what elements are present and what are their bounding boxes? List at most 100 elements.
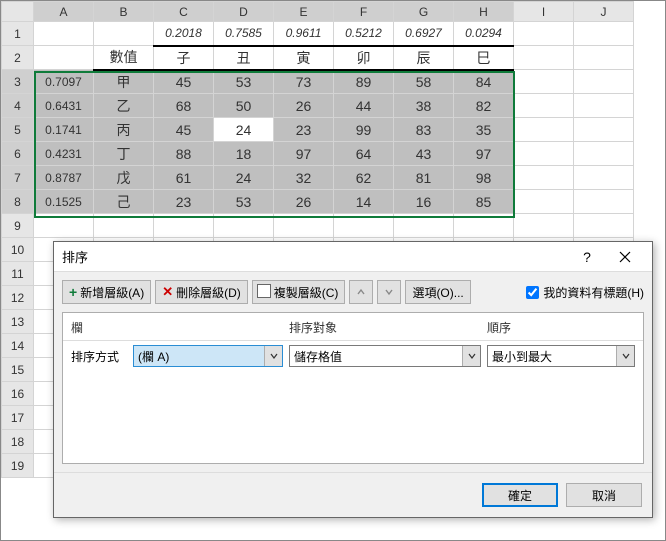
cell[interactable]: 23 bbox=[154, 190, 214, 214]
cell[interactable]: 24 bbox=[214, 118, 274, 142]
remove-level-button[interactable]: ✕刪除層級(D) bbox=[155, 280, 248, 304]
col-header[interactable]: G bbox=[394, 2, 454, 22]
cell[interactable] bbox=[34, 214, 94, 238]
cell[interactable] bbox=[514, 46, 574, 70]
cancel-button[interactable]: 取消 bbox=[566, 483, 642, 507]
row-header[interactable]: 1 bbox=[2, 22, 34, 46]
has-headers-checkbox[interactable]: 我的資料有標題(H) bbox=[526, 284, 644, 301]
cell[interactable] bbox=[94, 22, 154, 46]
cell[interactable] bbox=[154, 214, 214, 238]
cell[interactable]: 83 bbox=[394, 118, 454, 142]
col-header[interactable]: I bbox=[514, 2, 574, 22]
cell[interactable] bbox=[94, 214, 154, 238]
cell[interactable]: 丙 bbox=[94, 118, 154, 142]
add-level-button[interactable]: +新增層級(A) bbox=[62, 280, 151, 304]
cell[interactable]: 88 bbox=[154, 142, 214, 166]
cell[interactable]: 0.0294 bbox=[454, 22, 514, 46]
cell[interactable]: 0.2018 bbox=[154, 22, 214, 46]
col-header[interactable]: E bbox=[274, 2, 334, 22]
cell[interactable] bbox=[514, 166, 574, 190]
cell[interactable] bbox=[574, 190, 634, 214]
cell[interactable]: 89 bbox=[334, 70, 394, 94]
cell[interactable]: 數值 bbox=[94, 46, 154, 70]
cell[interactable]: 0.1525 bbox=[34, 190, 94, 214]
row-header[interactable]: 7 bbox=[2, 166, 34, 190]
cell[interactable]: 53 bbox=[214, 190, 274, 214]
cell[interactable] bbox=[34, 46, 94, 70]
cell[interactable]: 45 bbox=[154, 118, 214, 142]
cell[interactable]: 53 bbox=[214, 70, 274, 94]
row-header[interactable]: 6 bbox=[2, 142, 34, 166]
cell[interactable]: 卯 bbox=[334, 46, 394, 70]
row-header[interactable]: 18 bbox=[2, 430, 34, 454]
cell[interactable]: 巳 bbox=[454, 46, 514, 70]
row-header[interactable]: 11 bbox=[2, 262, 34, 286]
cell[interactable]: 0.8787 bbox=[34, 166, 94, 190]
cell[interactable]: 62 bbox=[334, 166, 394, 190]
cell[interactable]: 18 bbox=[214, 142, 274, 166]
cell[interactable]: 24 bbox=[214, 166, 274, 190]
cell[interactable]: 14 bbox=[334, 190, 394, 214]
cell[interactable]: 丁 bbox=[94, 142, 154, 166]
cell[interactable] bbox=[514, 94, 574, 118]
cell[interactable] bbox=[574, 166, 634, 190]
cell[interactable] bbox=[574, 94, 634, 118]
cell[interactable]: 58 bbox=[394, 70, 454, 94]
cell[interactable]: 81 bbox=[394, 166, 454, 190]
row-header[interactable]: 19 bbox=[2, 454, 34, 478]
cell[interactable]: 50 bbox=[214, 94, 274, 118]
cell[interactable]: 丑 bbox=[214, 46, 274, 70]
cell[interactable]: 0.1741 bbox=[34, 118, 94, 142]
cell[interactable]: 甲 bbox=[94, 70, 154, 94]
cell[interactable]: 85 bbox=[454, 190, 514, 214]
cell[interactable]: 子 bbox=[154, 46, 214, 70]
col-header[interactable]: J bbox=[574, 2, 634, 22]
move-up-button[interactable] bbox=[349, 280, 373, 304]
cell[interactable]: 乙 bbox=[94, 94, 154, 118]
cell[interactable]: 辰 bbox=[394, 46, 454, 70]
cell[interactable] bbox=[514, 118, 574, 142]
row-header[interactable]: 16 bbox=[2, 382, 34, 406]
cell[interactable] bbox=[574, 46, 634, 70]
cell[interactable] bbox=[514, 190, 574, 214]
cell[interactable]: 99 bbox=[334, 118, 394, 142]
row-header[interactable]: 3 bbox=[2, 70, 34, 94]
cell[interactable]: 32 bbox=[274, 166, 334, 190]
row-header[interactable]: 8 bbox=[2, 190, 34, 214]
cell[interactable]: 16 bbox=[394, 190, 454, 214]
cell[interactable] bbox=[214, 214, 274, 238]
cell[interactable]: 97 bbox=[274, 142, 334, 166]
cell[interactable]: 64 bbox=[334, 142, 394, 166]
cell[interactable]: 82 bbox=[454, 94, 514, 118]
row-header[interactable]: 13 bbox=[2, 310, 34, 334]
cell[interactable]: 戊 bbox=[94, 166, 154, 190]
cell[interactable]: 己 bbox=[94, 190, 154, 214]
cell[interactable]: 0.7585 bbox=[214, 22, 274, 46]
cell[interactable]: 0.4231 bbox=[34, 142, 94, 166]
checkbox-input[interactable] bbox=[526, 286, 539, 299]
cell[interactable] bbox=[514, 70, 574, 94]
help-button[interactable]: ? bbox=[568, 243, 606, 271]
sortby-dropdown[interactable]: (欄 A) bbox=[133, 345, 283, 367]
row-header[interactable]: 12 bbox=[2, 286, 34, 310]
cell[interactable] bbox=[274, 214, 334, 238]
cell[interactable] bbox=[574, 118, 634, 142]
cell[interactable]: 61 bbox=[154, 166, 214, 190]
row-header[interactable]: 15 bbox=[2, 358, 34, 382]
options-button[interactable]: 選項(O)... bbox=[405, 280, 470, 304]
col-header[interactable]: A bbox=[34, 2, 94, 22]
cell[interactable]: 0.7097 bbox=[34, 70, 94, 94]
row-header[interactable]: 5 bbox=[2, 118, 34, 142]
col-header[interactable]: B bbox=[94, 2, 154, 22]
cell[interactable]: 98 bbox=[454, 166, 514, 190]
row-header[interactable]: 17 bbox=[2, 406, 34, 430]
col-header[interactable]: D bbox=[214, 2, 274, 22]
cell[interactable] bbox=[394, 214, 454, 238]
cell[interactable]: 26 bbox=[274, 190, 334, 214]
close-button[interactable] bbox=[606, 243, 644, 271]
sorton-dropdown[interactable]: 儲存格值 bbox=[289, 345, 481, 367]
cell[interactable]: 23 bbox=[274, 118, 334, 142]
copy-level-button[interactable]: 複製層級(C) bbox=[252, 280, 346, 304]
cell[interactable] bbox=[514, 142, 574, 166]
row-header[interactable]: 9 bbox=[2, 214, 34, 238]
